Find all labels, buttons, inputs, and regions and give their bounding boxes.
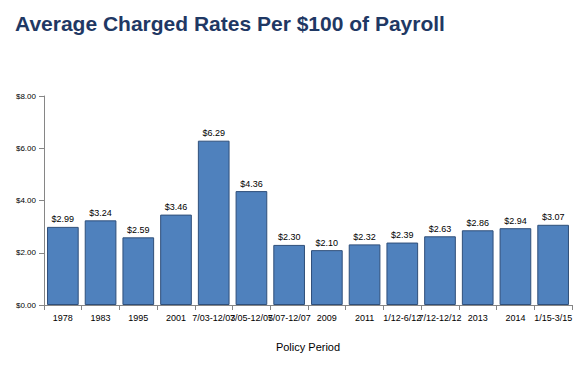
svg-text:$2.39: $2.39 xyxy=(391,230,414,240)
svg-text:2009: 2009 xyxy=(317,313,337,323)
svg-text:$0.00: $0.00 xyxy=(16,301,37,310)
svg-text:1995: 1995 xyxy=(128,313,148,323)
svg-text:7/07-12/07: 7/07-12/07 xyxy=(268,313,311,323)
svg-text:$6.00: $6.00 xyxy=(16,144,37,153)
svg-text:7/12-12/12: 7/12-12/12 xyxy=(418,313,461,323)
svg-text:$2.86: $2.86 xyxy=(466,218,489,228)
svg-text:2013: 2013 xyxy=(468,313,488,323)
svg-text:2014: 2014 xyxy=(505,313,525,323)
svg-text:$2.10: $2.10 xyxy=(316,238,339,248)
svg-text:$3.46: $3.46 xyxy=(165,202,188,212)
svg-text:1/12-6/12: 1/12-6/12 xyxy=(383,313,421,323)
svg-text:$2.00: $2.00 xyxy=(16,248,37,257)
svg-text:$8.00: $8.00 xyxy=(16,92,37,101)
svg-text:7/05-12/05: 7/05-12/05 xyxy=(230,313,273,323)
svg-text:$2.32: $2.32 xyxy=(353,232,376,242)
svg-text:$6.29: $6.29 xyxy=(202,128,225,138)
svg-text:2001: 2001 xyxy=(166,313,186,323)
svg-text:1978: 1978 xyxy=(53,313,73,323)
svg-text:Average Charged Rates Per $100: Average Charged Rates Per $100 of Payrol… xyxy=(15,12,445,35)
svg-text:$4.36: $4.36 xyxy=(240,179,263,189)
svg-text:1/15-3/15: 1/15-3/15 xyxy=(534,313,572,323)
svg-text:$2.59: $2.59 xyxy=(127,225,150,235)
svg-text:1983: 1983 xyxy=(91,313,111,323)
svg-text:$3.07: $3.07 xyxy=(542,212,565,222)
svg-text:$2.94: $2.94 xyxy=(504,216,527,226)
svg-text:$2.99: $2.99 xyxy=(52,214,75,224)
svg-text:7/03-12/03: 7/03-12/03 xyxy=(192,313,235,323)
svg-text:$2.30: $2.30 xyxy=(278,232,301,242)
svg-text:$2.63: $2.63 xyxy=(429,224,452,234)
svg-text:Policy Period: Policy Period xyxy=(276,341,340,353)
svg-text:$4.00: $4.00 xyxy=(16,196,37,205)
svg-text:$3.24: $3.24 xyxy=(89,208,112,218)
svg-text:2011: 2011 xyxy=(355,313,374,323)
